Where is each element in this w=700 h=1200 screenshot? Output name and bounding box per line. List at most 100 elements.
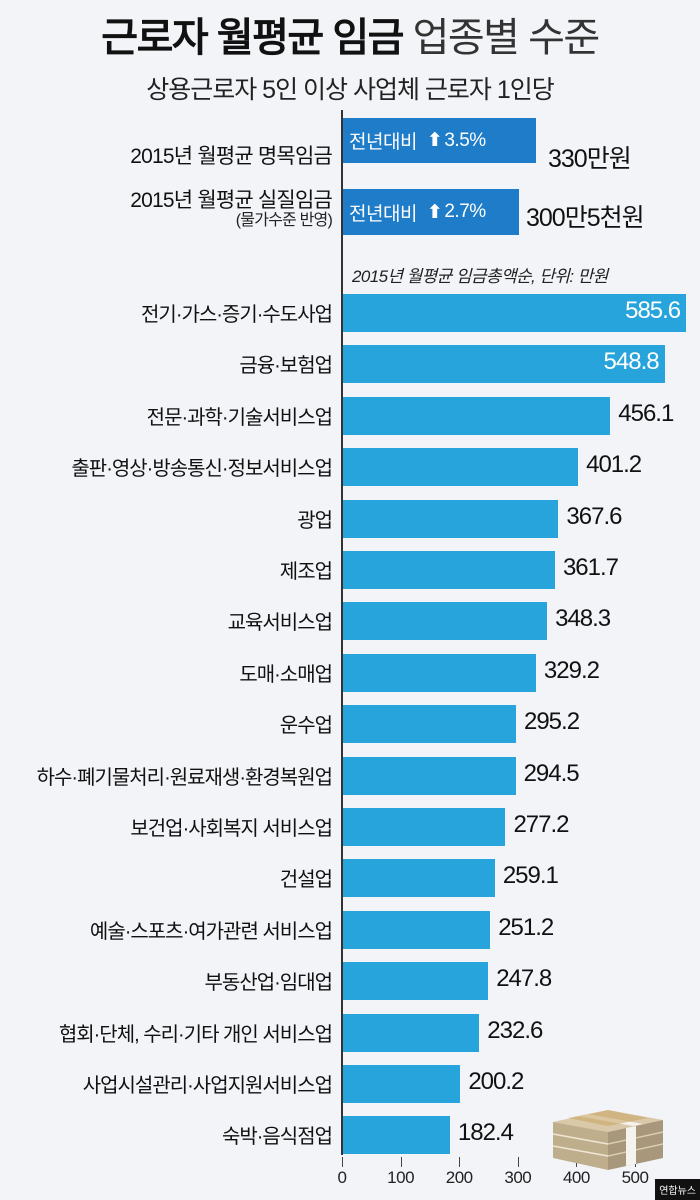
value-label: 277.2 [513, 811, 569, 838]
category-label: 숙박·음식점업 [221, 1126, 333, 1149]
bar-row: 부동산업·임대업 247.8 [0, 962, 700, 1001]
bar [343, 499, 559, 538]
nominal-wage-value: 330만원 [548, 145, 632, 173]
x-tick-label: 100 [387, 1168, 415, 1187]
x-tick-label: 400 [562, 1168, 590, 1187]
value-label: 294.5 [523, 759, 580, 787]
x-tick [459, 1157, 461, 1167]
up-arrow-icon: ⬆ [426, 201, 443, 223]
value-label: 367.6 [566, 502, 622, 530]
yoy-change: 2.7% [444, 201, 486, 222]
value-label: 361.7 [562, 554, 619, 581]
yoy-label: 전년대비 [349, 203, 417, 225]
bar-row: 금융·보험업 548.8 [0, 345, 700, 384]
x-tick-label: 300 [504, 1168, 532, 1187]
bar-row: 건설업 259.1 [0, 859, 700, 898]
x-tick-label: 500 [621, 1168, 649, 1187]
category-label: 금융·보험업 [239, 355, 333, 378]
category-label: 건설업 [279, 869, 333, 892]
bar [343, 345, 665, 384]
bar-row: 교육서비스업 348.3 [0, 602, 700, 641]
bar [343, 1116, 450, 1155]
category-label: 광업 [297, 509, 333, 532]
category-label: 전문·과학·기술서비스업 [146, 406, 333, 429]
unit-note: 2015년 월평균 임금총액순, 단위: 만원 [352, 267, 608, 286]
value-label: 247.8 [496, 965, 552, 993]
chart-subtitle: 상용근로자 5인 이상 사업체 근로자 1인당 [146, 76, 555, 104]
bar-row: 운수업 295.2 [0, 705, 700, 744]
value-label: 585.6 [625, 297, 681, 324]
x-tick-label: 200 [445, 1168, 473, 1187]
value-label: 232.6 [487, 1016, 543, 1044]
value-label: 348.3 [555, 605, 611, 633]
bar [343, 910, 491, 949]
chart-title: 근로자 월평균 임금 업종별 수준 [0, 14, 700, 62]
real-wage-label: 2015년 월평균 실질임금 (물가수준 반영) [130, 189, 333, 232]
category-label: 출판·영상·방송통신·정보서비스업 [71, 458, 333, 481]
category-label: 사업시설관리·사업지원서비스업 [82, 1075, 333, 1097]
category-label: 협회·단체, 수리·기타 개인 서비스업 [58, 1023, 333, 1046]
x-tick [342, 1157, 343, 1167]
bar [343, 448, 579, 487]
bar-row: 협회·단체, 수리·기타 개인 서비스업 232.6 [0, 1013, 700, 1052]
value-label: 456.1 [618, 399, 674, 427]
bar [343, 756, 516, 795]
title-bold: 근로자 월평균 임금 [101, 16, 404, 60]
x-tick [400, 1157, 402, 1167]
value-label: 329.2 [543, 656, 600, 684]
category-label: 교육서비스업 [227, 612, 333, 635]
bar [343, 962, 489, 1001]
real-wage-label-text: 2015년 월평균 실질임금 [130, 189, 333, 212]
bar-row: 광업 367.6 [0, 499, 700, 538]
bar [343, 602, 548, 641]
real-wage-change-box: 전년대비 ⬆ 2.7% [343, 189, 519, 235]
bar [343, 808, 506, 846]
yoy-label: 전년대비 [349, 132, 417, 153]
category-label: 도매·소매업 [239, 663, 333, 686]
category-label: 운수업 [279, 715, 333, 738]
yoy-change: 3.5% [444, 129, 486, 151]
x-tick [517, 1157, 519, 1167]
bar-row: 보건업·사회복지 서비스업 277.2 [0, 808, 700, 846]
bar-row: 사업시설관리·사업지원서비스업 200.2 [0, 1065, 700, 1103]
bar-row: 도매·소매업 329.2 [0, 653, 700, 692]
category-label: 전기·가스·증기·수도사업 [141, 304, 333, 326]
bar [343, 294, 687, 332]
bar [343, 1013, 480, 1052]
title-light: 업종별 수준 [412, 16, 601, 60]
bar-row: 제조업 361.7 [0, 551, 700, 589]
value-label: 182.4 [457, 1119, 514, 1147]
bar-row: 하수·폐기물처리·원료재생·환경복원업 294.5 [0, 756, 700, 795]
nominal-wage-label-text: 2015년 월평균 명목임금 [130, 145, 333, 168]
category-label: 하수·폐기물처리·원료재생·환경복원업 [36, 766, 333, 789]
money-stack-icon [552, 1110, 664, 1170]
bar [343, 396, 611, 435]
x-tick-label: 0 [337, 1168, 347, 1187]
real-wage-value: 300만5천원 [526, 204, 645, 232]
value-label: 251.2 [498, 913, 554, 941]
category-label: 제조업 [279, 561, 333, 583]
value-label: 548.8 [603, 348, 660, 376]
bar [343, 859, 495, 898]
bar [343, 705, 516, 744]
up-arrow-icon: ⬆ [426, 130, 443, 151]
bar-row: 예술·스포츠·여가관련 서비스업 251.2 [0, 910, 700, 949]
value-label: 259.1 [502, 862, 559, 890]
category-label: 예술·스포츠·여가관련 서비스업 [89, 920, 333, 943]
bar-row: 전기·가스·증기·수도사업 585.6 [0, 294, 700, 332]
value-label: 401.2 [586, 451, 642, 479]
value-label: 295.2 [523, 708, 580, 736]
bar-row: 전문·과학·기술서비스업 456.1 [0, 396, 700, 435]
category-label: 보건업·사회복지 서비스업 [130, 818, 333, 840]
y-axis-line [341, 110, 343, 1155]
value-label: 200.2 [468, 1068, 524, 1095]
nominal-wage-label: 2015년 월평균 명목임금 [130, 140, 333, 170]
bar [343, 1065, 461, 1103]
watermark: 연합뉴스 [655, 1179, 700, 1200]
real-wage-sublabel: (물가수준 반영) [235, 212, 333, 229]
nominal-wage-change-box: 전년대비 ⬆ 3.5% [343, 118, 536, 163]
bar [343, 551, 555, 589]
bar-row: 출판·영상·방송통신·정보서비스업 401.2 [0, 448, 700, 487]
category-label: 부동산업·임대업 [204, 972, 333, 995]
bar [343, 653, 536, 692]
